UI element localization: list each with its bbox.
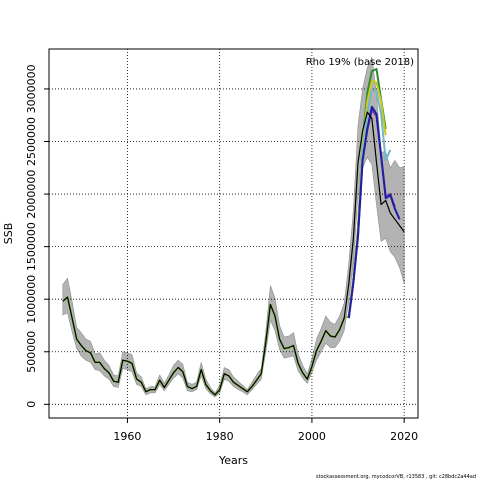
confidence-band-layer [62,56,405,398]
y-tick-label-3000000: 3000000 [25,64,38,113]
retro-line-peel1 [347,105,401,319]
confidence-band [62,56,405,398]
plot-frame [48,48,419,419]
x-tick-label-1960: 1960 [113,430,141,443]
y-tick-label-1000000: 1000000 [25,275,38,324]
y-axis-title: SSB [2,223,15,245]
y-tick-label-2000000: 2000000 [25,170,38,219]
y-tick-label-500000: 500000 [25,331,38,373]
y-tick-label-0: 0 [25,401,38,408]
axis-layer: 1960 1980 2000 2020 0 500000 1000000 1500000 200… [25,64,418,443]
base-line [62,111,405,396]
x-tick-label-2020: 2020 [390,430,418,443]
footer-credit: stockassessment.org, mycodcorVB, r13583 … [316,474,476,480]
y-tick-label-2500000: 2500000 [25,117,38,166]
x-tick-label-2000: 2000 [298,430,326,443]
y-tick-label-1500000: 1500000 [25,222,38,271]
x-axis-title: Years [218,454,248,467]
series-layer [62,68,405,396]
rho-annotation: Rho 19% (base 2018) [306,57,414,68]
x-tick-label-1980: 1980 [206,430,234,443]
